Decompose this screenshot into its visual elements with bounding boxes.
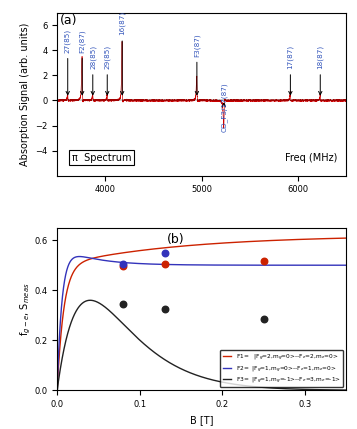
Text: 27(85): 27(85) bbox=[65, 29, 71, 95]
Legend: F1=   |F$_g$=2,m$_g$=0>--F$_e$=2,m$_e$=0>, F2=  |F$_g$=1,m$_g$=0>--F$_e$=1,m$_e$: F1= |F$_g$=2,m$_g$=0>--F$_e$=2,m$_e$=0>,… bbox=[220, 350, 343, 387]
Text: (a): (a) bbox=[60, 15, 77, 27]
Point bbox=[162, 260, 167, 267]
Text: F3(87): F3(87) bbox=[193, 33, 200, 95]
X-axis label: B [T]: B [T] bbox=[190, 415, 213, 425]
Y-axis label: Absorption Signal (arb. units): Absorption Signal (arb. units) bbox=[20, 23, 30, 166]
Text: 28(85): 28(85) bbox=[90, 45, 96, 95]
Point bbox=[261, 258, 267, 265]
Text: Freq (MHz): Freq (MHz) bbox=[285, 153, 338, 163]
Text: 16(87): 16(87) bbox=[119, 11, 125, 95]
Text: 18(87): 18(87) bbox=[317, 45, 323, 95]
Text: 17(87): 17(87) bbox=[287, 45, 294, 95]
Text: (b): (b) bbox=[167, 233, 185, 245]
Point bbox=[162, 250, 167, 257]
Point bbox=[261, 316, 267, 323]
Text: F2(87): F2(87) bbox=[79, 29, 85, 95]
Point bbox=[120, 261, 126, 268]
Point bbox=[162, 305, 167, 312]
Text: π  Spectrum: π Spectrum bbox=[71, 153, 131, 163]
Point bbox=[120, 263, 126, 269]
Text: CO_F3/17(87): CO_F3/17(87) bbox=[221, 82, 227, 132]
Y-axis label: f$_{g-e}$, S$_{meas}$: f$_{g-e}$, S$_{meas}$ bbox=[18, 282, 33, 336]
Text: 29(85): 29(85) bbox=[104, 45, 111, 95]
Point bbox=[120, 301, 126, 308]
